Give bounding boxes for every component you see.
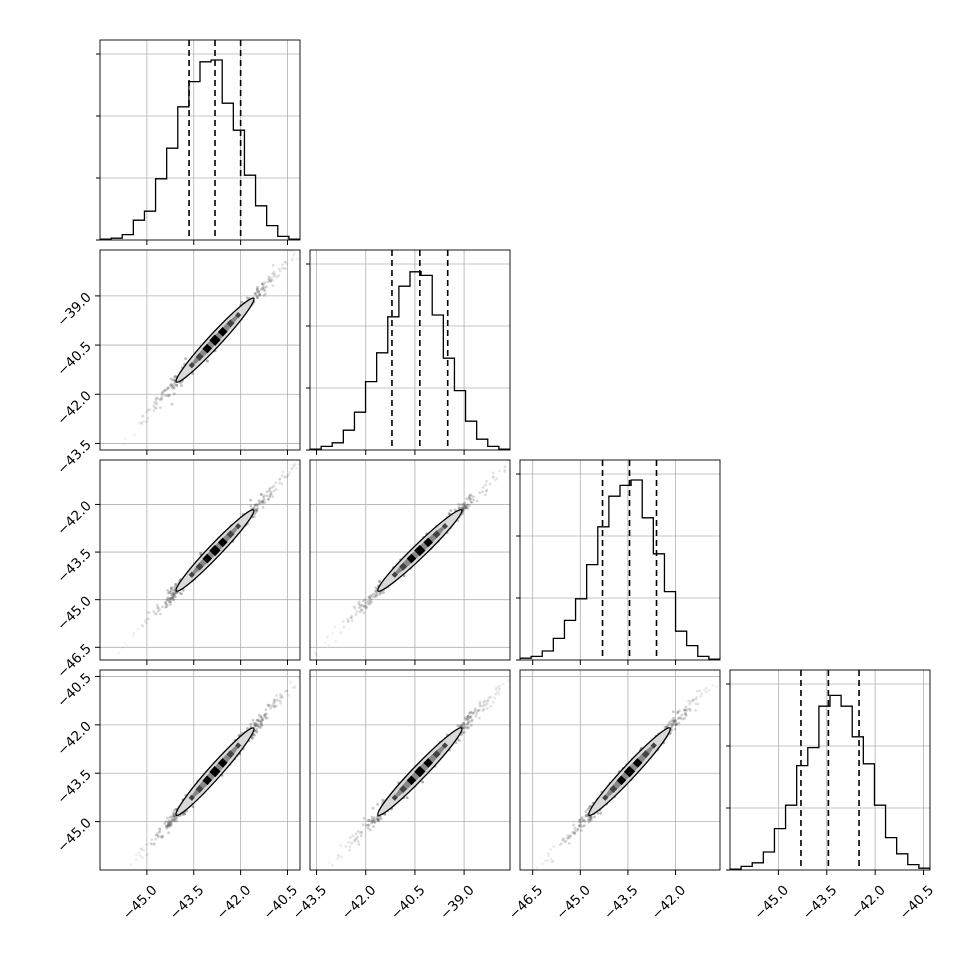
histogram-1 <box>310 271 510 450</box>
density-cell-2-0-3 <box>209 544 221 557</box>
panel-1-1 <box>306 249 511 455</box>
density-cell-2-1-0 <box>391 571 398 578</box>
ytick-label-3-0: −45.0 <box>54 815 95 856</box>
xtick-label-0-2: −42.0 <box>214 882 255 923</box>
density-cell-2-0-0 <box>188 571 195 578</box>
density-cell-3-1-3 <box>414 765 426 778</box>
density-cell-3-2-2 <box>616 775 627 786</box>
density-cell-2-0-5 <box>226 530 235 539</box>
density-cell-3-0-6 <box>235 742 242 749</box>
ytick-label-3-2: −42.0 <box>54 718 95 759</box>
panel-2-0: −46.5−45.0−43.5−42.0 <box>54 459 301 681</box>
ytick-label-1-3: −39.0 <box>54 289 95 330</box>
ytick-label-2-1: −45.0 <box>54 593 95 634</box>
density-cell-3-0-2 <box>202 775 213 786</box>
panel-3-1: −43.5 −42.0 −40.5 −39.0 <box>290 669 511 923</box>
density-cell-3-0-5 <box>226 750 235 759</box>
ytick-label-2-2: −43.5 <box>54 546 95 587</box>
xtick-label-1-3: −39.0 <box>437 882 478 923</box>
axes-frame-3-1 <box>309 669 511 871</box>
density-cell-2-1-5 <box>432 530 441 539</box>
density-cell-2-1-4 <box>423 537 434 548</box>
density-cell-3-2-5 <box>641 750 650 759</box>
panel-0-0 <box>96 39 301 245</box>
panel-3-2: −46.5 −45.0 −43.5 −42.0 <box>506 669 721 923</box>
density-cell-3-1-4 <box>423 758 434 768</box>
panel-3-0: −45.0 −43.5 −42.0 −40.5−45.0−43.5−42.0−40.5 <box>54 669 301 923</box>
density-cell-3-2-1 <box>609 785 618 793</box>
xtick-label-1-1: −42.0 <box>339 882 380 923</box>
density-cell-3-1-0 <box>391 794 398 801</box>
density-cell-1-0-5 <box>226 319 235 328</box>
xtick-label-3-2: −42.0 <box>848 882 889 923</box>
density-cell-2-1-3 <box>414 544 426 557</box>
density-cell-3-2-4 <box>632 758 643 768</box>
ytick-label-1-0: −43.5 <box>54 437 95 478</box>
density-cell-1-0-1 <box>195 352 204 361</box>
density-cell-1-0-3 <box>209 334 221 346</box>
density-cell-3-2-6 <box>650 742 657 749</box>
axes-frame-3-3 <box>729 669 931 871</box>
density-cell-1-0-0 <box>188 362 195 369</box>
density-cell-3-1-2 <box>406 775 417 786</box>
xtick-label-0-1: −43.5 <box>167 882 208 923</box>
ytick-label-1-1: −42.0 <box>54 388 95 429</box>
ytick-label-1-2: −40.5 <box>54 339 95 380</box>
density-cell-2-0-6 <box>235 523 242 530</box>
panel-3-3: −45.0 −43.5 −42.0 −40.5 <box>726 669 938 923</box>
density-cell-3-0-1 <box>195 785 204 793</box>
density-cell-3-1-5 <box>432 750 441 759</box>
histogram-3 <box>730 694 930 870</box>
density-cell-2-0-2 <box>202 553 213 564</box>
axes-frame-2-0 <box>99 459 301 661</box>
xtick-label-3-0: −45.0 <box>751 882 792 923</box>
xtick-label-2-2: −43.5 <box>601 882 642 923</box>
axes-frame-0-0 <box>99 39 301 241</box>
xtick-label-2-1: −45.0 <box>553 882 594 923</box>
xtick-label-2-3: −42.0 <box>649 882 690 923</box>
density-cell-3-0-0 <box>188 794 195 801</box>
histogram-0 <box>100 59 300 240</box>
histogram-2 <box>520 479 720 660</box>
density-cell-2-1-1 <box>399 562 408 571</box>
density-cell-2-0-1 <box>195 562 204 571</box>
axes-frame-1-1 <box>309 249 511 451</box>
density-cell-1-0-2 <box>202 343 213 354</box>
density-cell-2-1-2 <box>406 553 417 564</box>
xtick-label-3-1: −43.5 <box>800 882 841 923</box>
axes-frame-2-1 <box>309 459 511 661</box>
density-cell-3-1-6 <box>441 742 449 749</box>
axes-frame-1-0 <box>99 249 301 451</box>
density-cell-3-0-4 <box>217 758 228 768</box>
axes-frame-3-0 <box>99 669 301 871</box>
panel-1-0: −43.5 −42.0 −40.5 −39.0 <box>54 249 301 478</box>
density-cell-1-0-6 <box>235 311 242 319</box>
panel-2-1 <box>309 459 511 665</box>
panel-2-2 <box>516 459 721 665</box>
ytick-label-2-3: −42.0 <box>54 498 95 539</box>
density-cell-2-1-6 <box>441 523 449 530</box>
xtick-label-1-2: −40.5 <box>388 882 429 923</box>
density-cell-3-1-1 <box>399 785 408 793</box>
axes-frame-2-2 <box>519 459 721 661</box>
density-cell-3-0-3 <box>209 765 221 778</box>
density-cell-1-0-4 <box>217 326 228 337</box>
density-cell-3-2-3 <box>623 765 636 778</box>
xtick-label-0-0: −45.0 <box>120 882 161 923</box>
axes-frame-3-2 <box>519 669 721 871</box>
xtick-label-3-3: −40.5 <box>897 882 938 923</box>
ytick-label-3-1: −43.5 <box>54 767 95 808</box>
density-cell-2-0-4 <box>217 537 228 548</box>
xtick-label-2-0: −46.5 <box>506 882 547 923</box>
density-cell-3-2-0 <box>602 794 609 801</box>
